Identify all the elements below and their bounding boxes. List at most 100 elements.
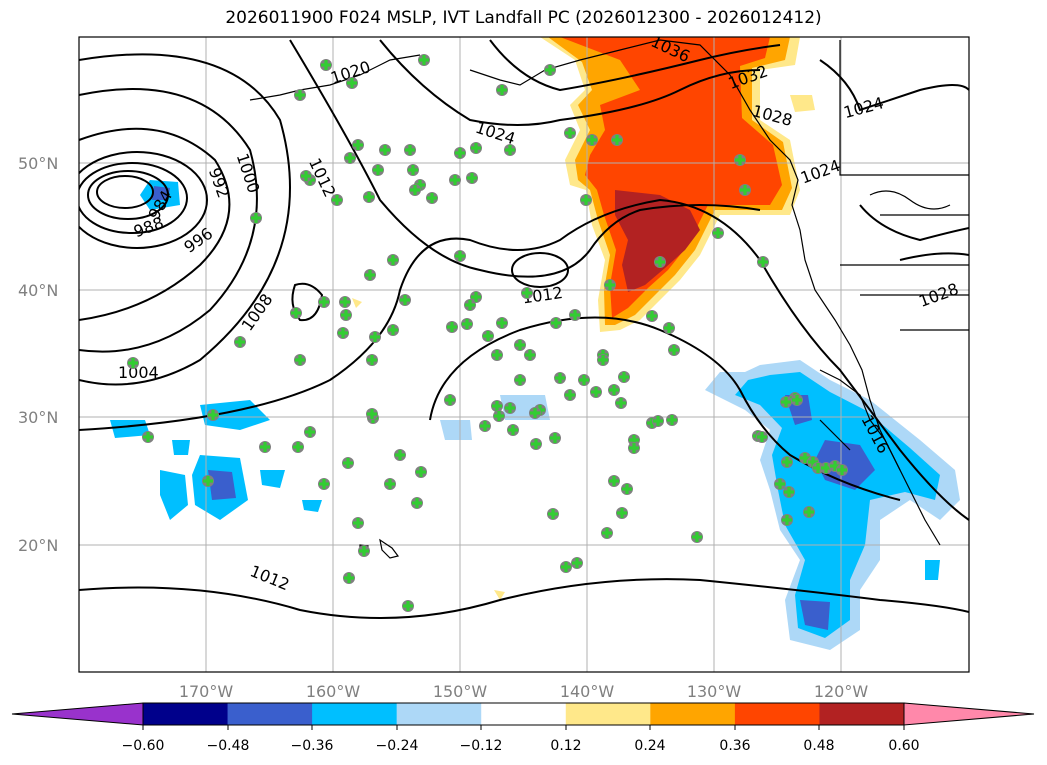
event-marker (597, 354, 609, 366)
event-marker (358, 545, 370, 557)
event-marker (352, 517, 364, 529)
event-marker (529, 407, 541, 419)
event-marker (791, 394, 803, 406)
event-marker (207, 409, 219, 421)
colorbar-tick-label: 0.48 (803, 738, 834, 754)
event-marker (611, 134, 623, 146)
event-marker (564, 127, 576, 139)
colorbar-ticks (142, 725, 905, 730)
event-marker (803, 506, 815, 518)
event-marker (781, 514, 793, 526)
colorbar-segment (481, 703, 567, 725)
latitude-labels: 50°N 40°N 30°N 20°N (18, 154, 58, 555)
colorbar-tick-label: 0.60 (888, 738, 919, 754)
colorbar-segment (650, 703, 736, 725)
event-marker (234, 336, 246, 348)
event-marker (580, 194, 592, 206)
isobar-label: 1004 (118, 363, 159, 382)
event-marker (300, 170, 312, 182)
colorbar-segment (227, 703, 313, 725)
gridlines (79, 37, 969, 672)
event-marker (571, 557, 583, 569)
event-marker (369, 331, 381, 343)
event-marker (504, 144, 516, 156)
event-marker (550, 317, 562, 329)
event-marker (292, 441, 304, 453)
event-marker (142, 431, 154, 443)
colorbar-tick-label: −0.48 (207, 738, 250, 754)
event-marker (652, 415, 664, 427)
event-marker (394, 449, 406, 461)
colorbar-segment (565, 703, 651, 725)
event-marker (342, 457, 354, 469)
event-marker (666, 414, 678, 426)
colorbar-segment (143, 703, 229, 725)
event-marker (578, 374, 590, 386)
event-marker (454, 147, 466, 159)
event-marker (549, 432, 561, 444)
event-marker (601, 527, 613, 539)
event-marker (446, 321, 458, 333)
event-marker (320, 59, 332, 71)
colorbar-segment (312, 703, 398, 725)
event-marker (366, 408, 378, 420)
event-marker (691, 531, 703, 543)
ivt-negative-shading (110, 180, 960, 650)
event-marker (364, 269, 376, 281)
event-marker (387, 254, 399, 266)
event-marker (337, 327, 349, 339)
colorbar-min-extend (11, 702, 144, 726)
event-marker (407, 164, 419, 176)
event-marker (621, 483, 633, 495)
event-markers (127, 54, 848, 612)
longitude-labels: 170°W 160°W 150°W 140°W 130°W 120°W (179, 682, 869, 701)
colorbar-tick-label: −0.60 (122, 738, 165, 754)
event-marker (604, 279, 616, 291)
event-marker (466, 172, 478, 184)
event-marker (454, 250, 466, 262)
lon-label-130w: 130°W (687, 682, 742, 701)
event-marker (569, 309, 581, 321)
event-marker (496, 84, 508, 96)
event-marker (491, 349, 503, 361)
colorbar: −0.60 −0.48 −0.36 −0.24 −0.12 0.12 0.24 … (11, 702, 1035, 754)
event-marker (780, 396, 792, 408)
event-marker (560, 561, 572, 573)
event-marker (304, 426, 316, 438)
colorbar-max-extend (903, 702, 1035, 726)
colorbar-tick-label: −0.12 (460, 738, 503, 754)
event-marker (202, 475, 214, 487)
ivt-positive-shading (352, 37, 815, 600)
event-marker (340, 309, 352, 321)
event-marker (616, 507, 628, 519)
event-marker (470, 142, 482, 154)
event-marker (739, 184, 751, 196)
event-marker (783, 486, 795, 498)
event-marker (379, 144, 391, 156)
event-marker (411, 497, 423, 509)
event-marker (774, 478, 786, 490)
event-marker (608, 384, 620, 396)
event-marker (482, 330, 494, 342)
event-marker (734, 154, 746, 166)
isobars (79, 39, 969, 619)
event-marker (318, 478, 330, 490)
event-marker (461, 318, 473, 330)
event-marker (654, 256, 666, 268)
event-marker (493, 410, 505, 422)
event-marker (514, 339, 526, 351)
map-panel: 1004 1008 1012 1012 1012 1016 1020 1024 … (79, 37, 969, 672)
event-marker (294, 89, 306, 101)
event-marker (415, 466, 427, 478)
event-marker (491, 400, 503, 412)
colorbar-tick-label: −0.24 (376, 738, 419, 754)
event-marker (507, 424, 519, 436)
event-marker (127, 357, 139, 369)
event-marker (586, 134, 598, 146)
event-marker (318, 296, 330, 308)
event-marker (352, 139, 364, 151)
event-marker (608, 475, 620, 487)
coastlines (249, 39, 969, 559)
colorbar-tick-label: −0.36 (291, 738, 334, 754)
